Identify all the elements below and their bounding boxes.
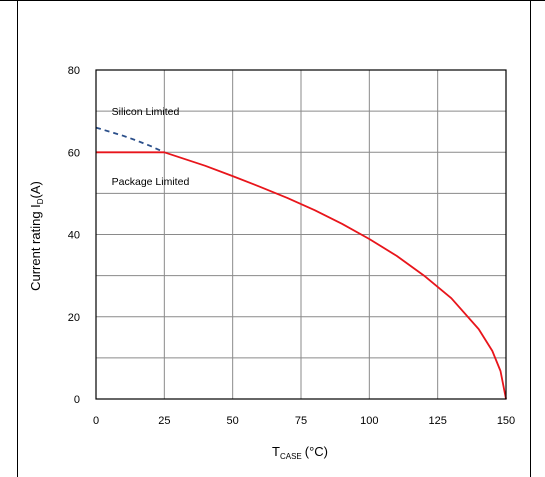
x-axis-label-main: T bbox=[272, 444, 280, 459]
x-axis-label: TCASE (°C) bbox=[272, 444, 328, 461]
y-tick-label-60: 60 bbox=[68, 147, 80, 159]
x-axis-label-subscript: CASE bbox=[280, 452, 302, 461]
plot-area-border bbox=[95, 69, 507, 400]
y-axis-label: Current rating ID(A) bbox=[28, 181, 45, 291]
package-limited-label: Package Limited bbox=[112, 176, 190, 188]
x-tick-label-25: 25 bbox=[158, 415, 170, 427]
current-rating-line bbox=[96, 151, 507, 400]
x-tick-label-0: 0 bbox=[93, 415, 99, 427]
grid-lines bbox=[95, 69, 507, 400]
silicon-limited-label: Silicon Limited bbox=[112, 106, 180, 118]
plot-border bbox=[95, 69, 507, 400]
tick-labels: 0 25 50 75 100 125 150 0 20 40 60 80 bbox=[68, 65, 515, 427]
frame-right-border bbox=[530, 0, 531, 477]
x-tick-label-50: 50 bbox=[227, 415, 239, 427]
x-tick-label-100: 100 bbox=[360, 415, 378, 427]
y-tick-label-40: 40 bbox=[68, 230, 80, 242]
x-tick-label-75: 75 bbox=[295, 415, 307, 427]
x-axis-label-unit: (°C) bbox=[305, 444, 328, 459]
series-lines bbox=[95, 126, 507, 400]
y-tick-label-0: 0 bbox=[74, 394, 80, 406]
annotations: Silicon Limited Package Limited bbox=[112, 106, 190, 188]
frame-top-border bbox=[0, 0, 545, 1]
frame-left-border bbox=[17, 0, 18, 477]
y-axis-label-main: Current rating I bbox=[28, 204, 43, 291]
silicon-limited-line bbox=[95, 126, 165, 154]
x-tick-label-150: 150 bbox=[497, 415, 515, 427]
y-tick-label-20: 20 bbox=[68, 312, 80, 324]
y-tick-label-80: 80 bbox=[68, 65, 80, 77]
x-tick-label-125: 125 bbox=[428, 415, 446, 427]
y-axis-label-subscript: D bbox=[36, 198, 45, 204]
y-axis-label-unit: (A) bbox=[28, 181, 43, 198]
